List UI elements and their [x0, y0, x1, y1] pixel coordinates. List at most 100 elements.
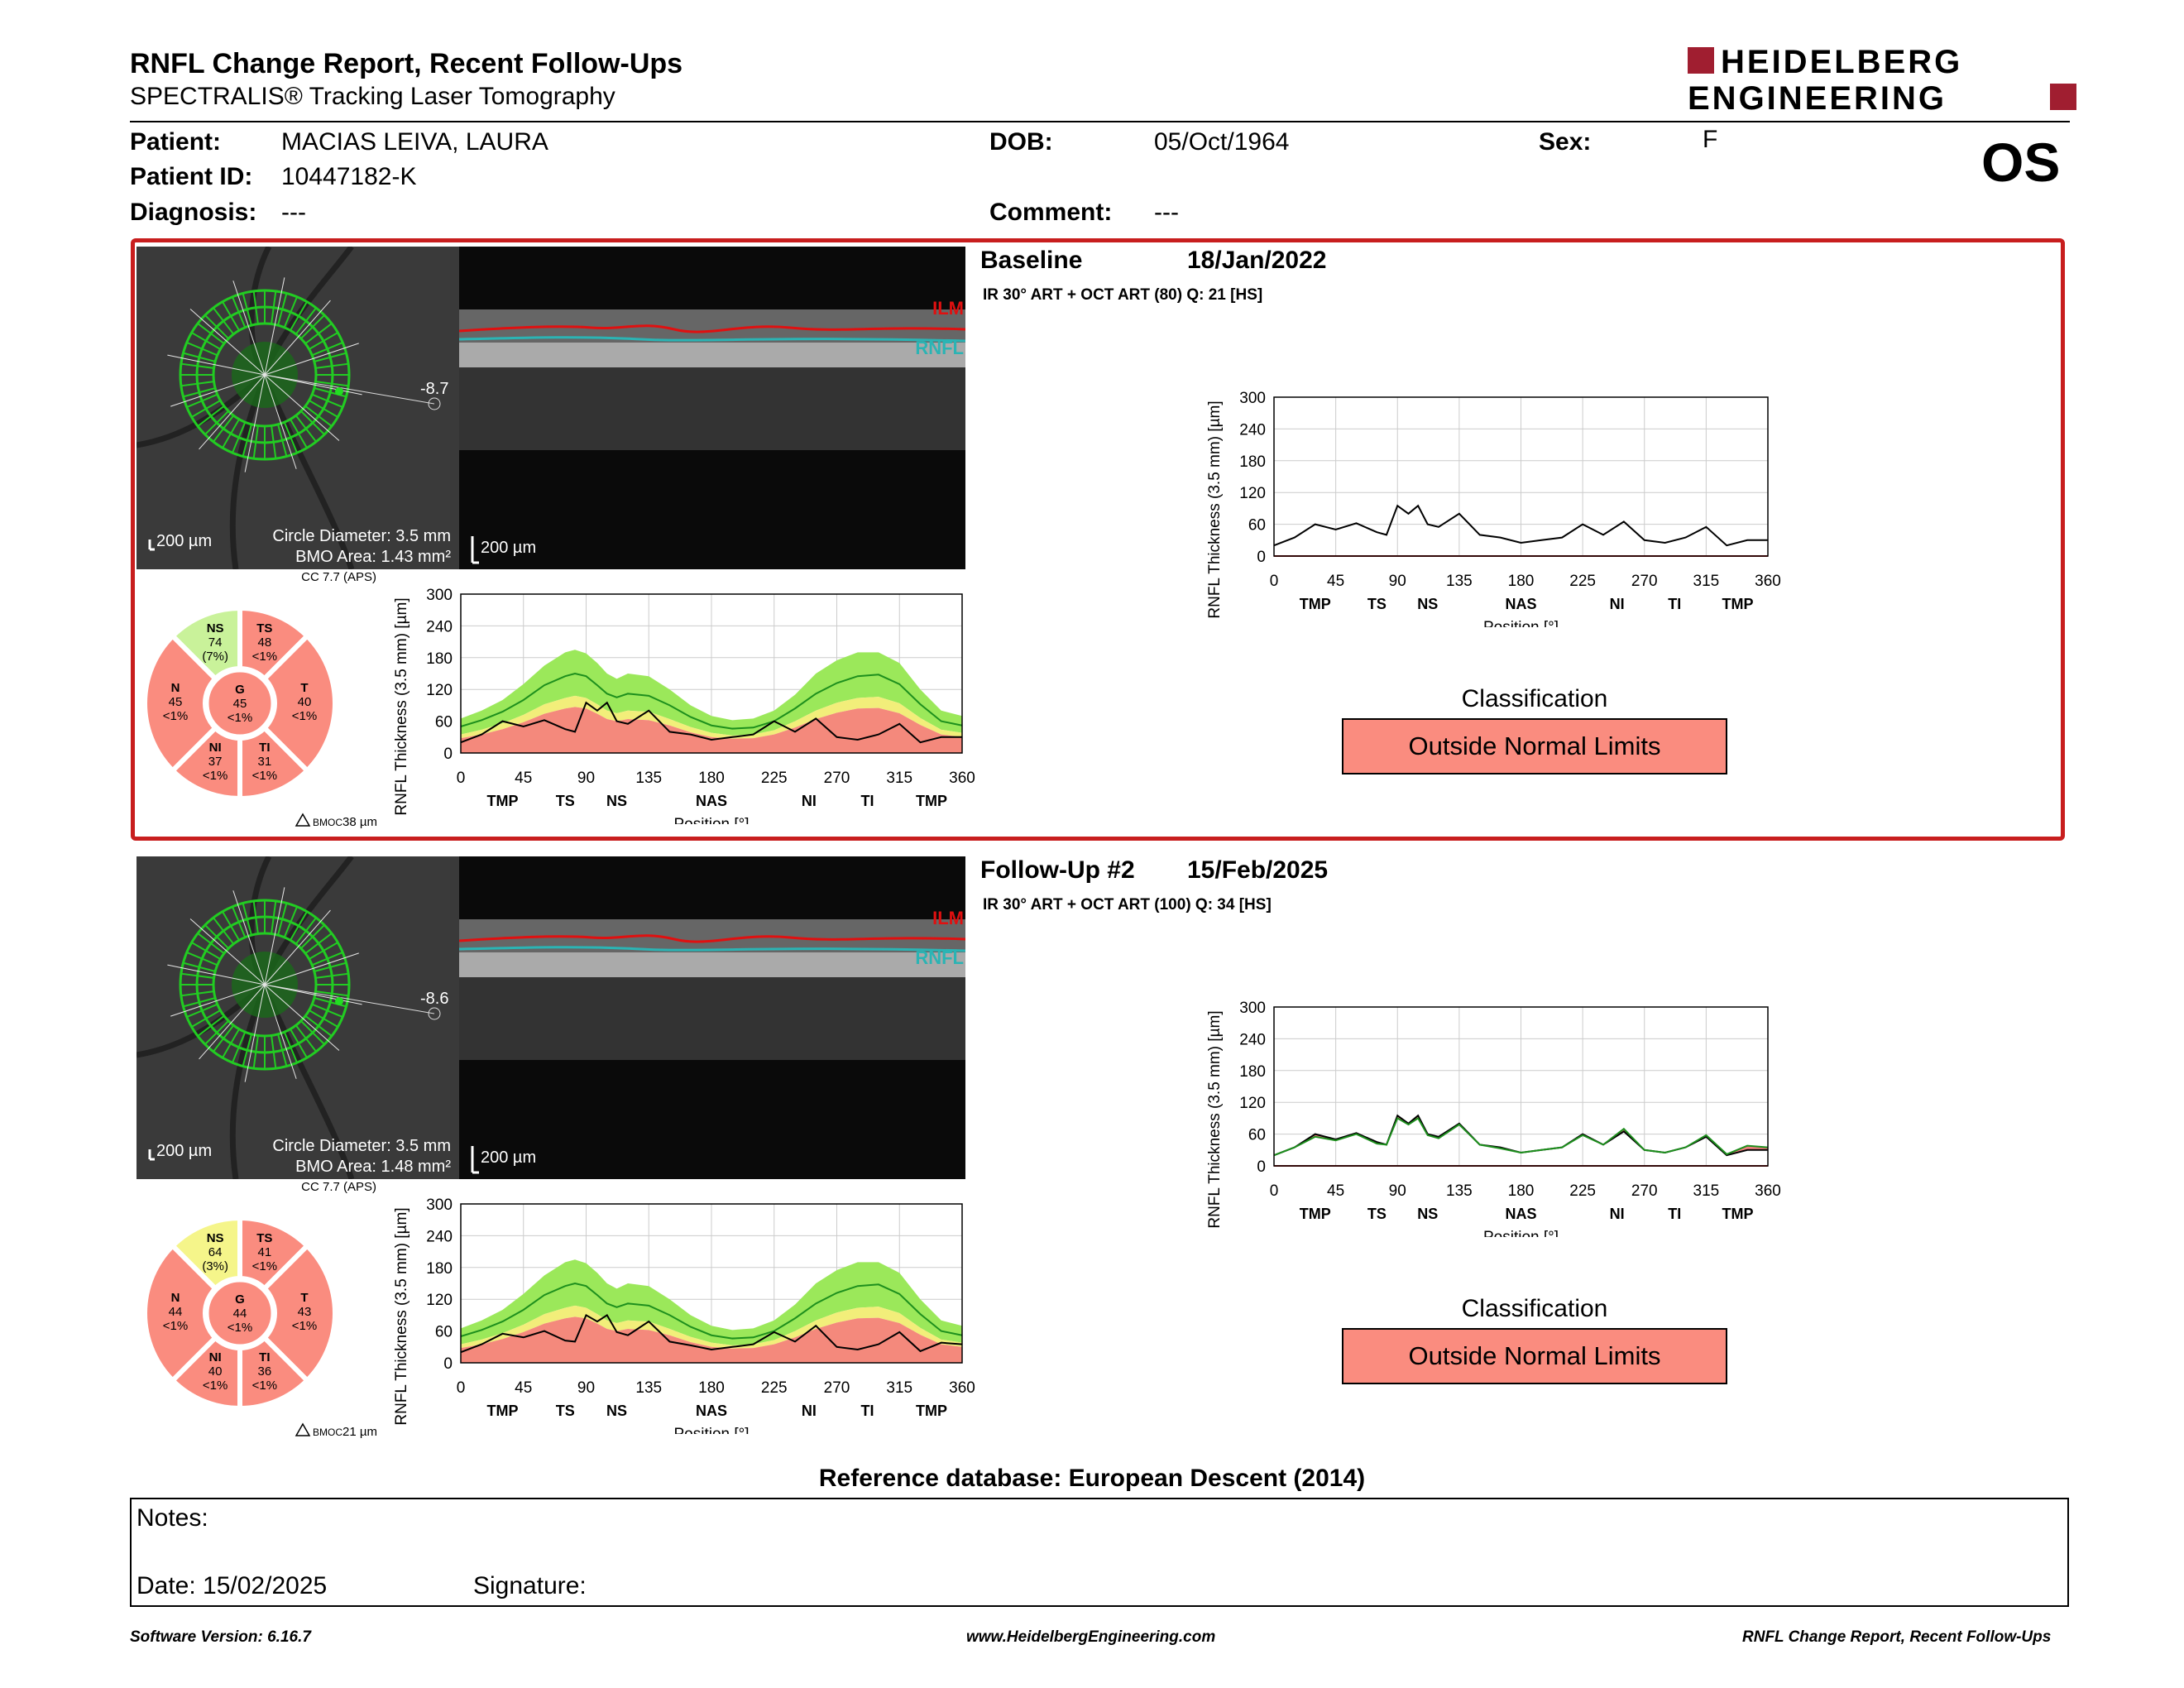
sector-percentile: <1% [252, 1379, 277, 1393]
baseline-highlight-frame [131, 238, 2065, 841]
x-tick-label: 0 [1270, 1182, 1279, 1200]
diagnosis-label: Diagnosis: [130, 199, 257, 226]
fundus-scale-bar: 200 µm [156, 532, 212, 550]
bmoc-value: 38 µm [342, 815, 377, 829]
patient-name: MACIAS LEIVA, LAURA [281, 128, 548, 156]
x-tick-label: 45 [515, 1379, 532, 1397]
sector-tick-label: NAS [696, 1403, 727, 1419]
oct-bscan-image: ILM RNFL 200 µm [459, 856, 965, 1179]
oct-bscan-image: ILM RNFL 200 µm [459, 247, 965, 569]
plot-frame [1273, 396, 1769, 557]
sector-ti [237, 724, 311, 802]
sector-label: N [171, 1291, 180, 1305]
sector-tick-label: TMP [1300, 1206, 1331, 1222]
sector-ni [169, 1334, 242, 1412]
x-tick-label: 360 [1755, 573, 1781, 590]
y-axis-label: RNFL Thickness (3.5 mm) [µm] [393, 597, 410, 815]
sector-label: TS [256, 1231, 272, 1245]
sector-value: 40 [298, 695, 312, 709]
visit-date: 15/Feb/2025 [1187, 856, 1329, 884]
rnfl-label: RNFL [915, 338, 964, 358]
patient-id: 10447182-K [281, 163, 417, 190]
x-tick-label: 90 [577, 1379, 595, 1397]
x-tick-label: 135 [635, 770, 662, 787]
x-tick-label: 360 [949, 1379, 975, 1397]
sector-tick-label: TI [861, 793, 874, 809]
sector-tick-label: TI [1668, 1206, 1681, 1222]
sector-tick-label: TMP [916, 793, 947, 809]
sex-label: Sex: [1539, 128, 1592, 156]
sector-thickness-chart: CC 7.7 (APS) NS 64 (3%) TS 41 <1% T 43 <1% TI 36 <1%… [132, 1180, 389, 1446]
oct-scale-bar: 200 µm [481, 539, 536, 557]
sector-value: 74 [208, 635, 223, 650]
sector-value: 36 [258, 1364, 272, 1379]
x-axis-label: Position [°] [1483, 619, 1559, 627]
sector-percentile: <1% [252, 769, 277, 783]
sector-t [261, 1242, 338, 1384]
sector-label: G [235, 683, 245, 697]
patient-thickness-line [460, 1313, 963, 1354]
plot-frame [1273, 1006, 1769, 1167]
sector-value: 44 [233, 1307, 247, 1321]
y-axis-label: RNFL Thickness (3.5 mm) [µm] [393, 1207, 410, 1425]
cc-label: CC 7.7 (APS) [301, 1181, 376, 1194]
sector-value: 44 [169, 1305, 183, 1319]
sector-tick-label: TS [1367, 1206, 1387, 1222]
sector-tick-label: NAS [1505, 596, 1536, 612]
fundus-scale-bar: 200 µm [156, 1142, 212, 1160]
notes-label: Notes: [136, 1504, 208, 1532]
sector-tick-label: TI [1668, 596, 1681, 612]
sector-value: 41 [258, 1245, 272, 1259]
eye-label: OS [1981, 132, 2061, 193]
y-axis-label: RNFL Thickness (3.5 mm) [µm] [1206, 400, 1224, 618]
sector-tick-label: TMP [487, 793, 519, 809]
plot-frame [460, 1203, 963, 1364]
normal-band [461, 1259, 962, 1345]
outside-normal-band [461, 707, 962, 753]
sector-global [206, 1279, 274, 1347]
classification-result: Outside Normal Limits [1342, 718, 1727, 774]
classification-result: Outside Normal Limits [1342, 1328, 1727, 1384]
sector-percentile: (7%) [202, 650, 228, 664]
notes-box[interactable]: Notes: Date: 15/02/2025 Signature: [130, 1498, 2069, 1607]
sector-ts [237, 1215, 311, 1292]
ilm-label: ILM [932, 298, 964, 319]
y-tick-label: 0 [1257, 549, 1266, 566]
header-divider [130, 121, 2070, 122]
dob-label: DOB: [989, 128, 1053, 156]
y-tick-label: 180 [1239, 1063, 1266, 1081]
scan-info: IR 30° ART + OCT ART (80) Q: 21 [HS] [983, 286, 1263, 304]
follow-up-line [1273, 1116, 1769, 1157]
y-tick-label: 300 [1239, 390, 1266, 407]
sector-tick-label: TS [556, 793, 575, 809]
y-tick-label: 240 [426, 618, 453, 635]
sector-tick-label: NAS [1505, 1206, 1536, 1222]
x-tick-label: 270 [824, 1379, 850, 1397]
x-tick-label: 315 [1693, 573, 1720, 590]
x-tick-label: 270 [824, 770, 850, 787]
y-tick-label: 300 [426, 1196, 453, 1214]
reference-database: Reference database: European Descent (20… [818, 1465, 1366, 1492]
x-tick-label: 315 [1693, 1182, 1720, 1200]
x-tick-label: 225 [761, 770, 788, 787]
sector-percentile: (3%) [202, 1259, 228, 1273]
x-tick-label: 225 [1569, 1182, 1596, 1200]
sector-label: TI [259, 741, 270, 755]
x-tick-label: 0 [1270, 573, 1279, 590]
report-subtitle: SPECTRALIS® Tracking Laser Tomography [130, 83, 615, 110]
fundus-image: -8.7 200 µm Circle Diameter: 3.5 mm BMO Are… [136, 247, 459, 569]
x-axis-label: Position [°] [673, 816, 749, 824]
sector-tick-label: TMP [1722, 1206, 1754, 1222]
sector-tick-label: NI [802, 793, 817, 809]
diagnosis-value: --- [281, 199, 306, 226]
sector-label: NS [207, 621, 224, 635]
sector-tick-label: TS [556, 1403, 575, 1419]
sector-label: NI [209, 741, 222, 755]
y-tick-label: 60 [1248, 1127, 1266, 1144]
x-axis-label: Position [°] [673, 1426, 749, 1434]
normal-median-line [460, 672, 963, 730]
x-tick-label: 315 [886, 770, 912, 787]
x-tick-label: 45 [1327, 573, 1344, 590]
x-tick-label: 180 [1508, 573, 1535, 590]
sector-tick-label: TMP [1722, 596, 1754, 612]
